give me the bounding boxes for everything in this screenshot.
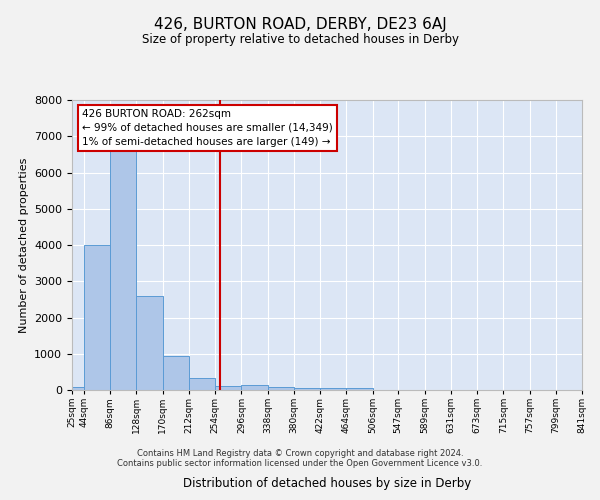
- Bar: [136, 296, 163, 390]
- Bar: [346, 388, 373, 390]
- Bar: [189, 378, 215, 390]
- Text: Distribution of detached houses by size in Derby: Distribution of detached houses by size …: [183, 477, 471, 490]
- Bar: [84, 245, 110, 390]
- Text: Contains public sector information licensed under the Open Government Licence v3: Contains public sector information licen…: [118, 458, 482, 468]
- Bar: [215, 386, 241, 390]
- Text: 426 BURTON ROAD: 262sqm
← 99% of detached houses are smaller (14,349)
1% of semi: 426 BURTON ROAD: 262sqm ← 99% of detache…: [82, 108, 333, 146]
- Y-axis label: Number of detached properties: Number of detached properties: [19, 158, 29, 332]
- Bar: [320, 388, 346, 390]
- Text: Size of property relative to detached houses in Derby: Size of property relative to detached ho…: [142, 32, 458, 46]
- Bar: [241, 385, 268, 390]
- Text: 426, BURTON ROAD, DERBY, DE23 6AJ: 426, BURTON ROAD, DERBY, DE23 6AJ: [154, 18, 446, 32]
- Bar: [110, 151, 136, 390]
- Bar: [72, 387, 84, 390]
- Bar: [294, 388, 320, 390]
- Bar: [163, 356, 189, 390]
- Text: Contains HM Land Registry data © Crown copyright and database right 2024.: Contains HM Land Registry data © Crown c…: [137, 448, 463, 458]
- Bar: [268, 387, 294, 390]
